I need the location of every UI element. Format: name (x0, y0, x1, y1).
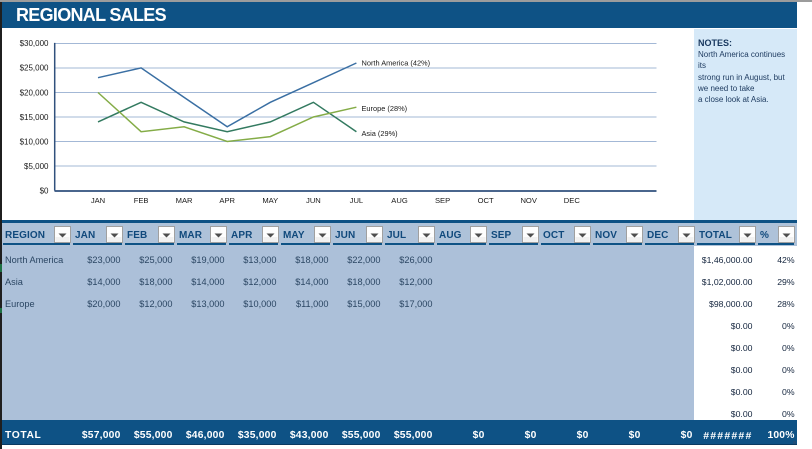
svg-text:MAR: MAR (176, 196, 193, 205)
svg-text:SEP: SEP (435, 196, 450, 205)
svg-text:$30,000: $30,000 (20, 39, 49, 48)
svg-text:OCT: OCT (478, 196, 494, 205)
svg-text:$25,000: $25,000 (20, 64, 49, 73)
svg-text:APR: APR (219, 196, 235, 205)
svg-text:Europe (28%): Europe (28%) (362, 104, 408, 113)
svg-text:JAN: JAN (91, 196, 105, 205)
svg-text:$0: $0 (40, 186, 49, 195)
svg-text:JUN: JUN (306, 196, 321, 205)
svg-text:NOV: NOV (520, 196, 537, 205)
svg-text:$10,000: $10,000 (20, 137, 49, 146)
svg-text:North America (42%): North America (42%) (362, 58, 431, 67)
svg-text:MAY: MAY (262, 196, 278, 205)
svg-text:$5,000: $5,000 (24, 162, 49, 171)
svg-text:Asia (29%): Asia (29%) (362, 129, 398, 138)
svg-text:DEC: DEC (564, 196, 581, 205)
svg-text:$15,000: $15,000 (20, 113, 49, 122)
svg-text:JUL: JUL (350, 196, 364, 205)
svg-text:$20,000: $20,000 (20, 88, 49, 97)
svg-text:AUG: AUG (391, 196, 408, 205)
svg-text:FEB: FEB (134, 196, 149, 205)
